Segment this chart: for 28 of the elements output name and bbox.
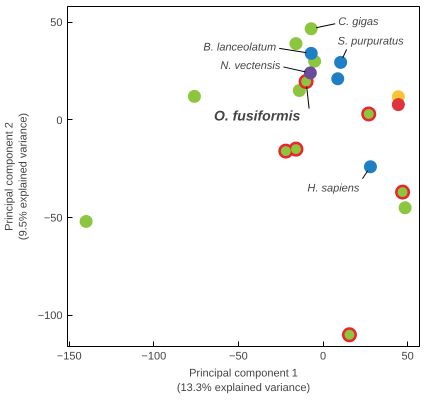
- annotation: O. fusiformis: [214, 108, 300, 124]
- point: [304, 22, 318, 36]
- x-tick-label: −50: [229, 350, 248, 362]
- point: [398, 201, 412, 214]
- annotation: S. purpuratus: [338, 35, 404, 48]
- y-axis-title: Principal component 2 (9.5% explained variance): [3, 112, 30, 240]
- point: [304, 66, 317, 80]
- annotation: B. lanceolatum: [203, 41, 276, 54]
- y-tick-label: 0: [56, 114, 63, 127]
- x-tick-label: 0: [320, 350, 326, 362]
- x-axis-title: Principal component 1 (13.3% explained variance): [176, 368, 310, 394]
- annotation: N. vectensis: [220, 60, 281, 72]
- point: [392, 98, 405, 112]
- point: [304, 46, 318, 60]
- y-tick-label: −50: [44, 212, 63, 225]
- point: [80, 214, 93, 228]
- annotation: H. sapiens: [307, 182, 360, 195]
- point: [289, 37, 302, 50]
- y-tick-label: −100: [38, 310, 63, 322]
- point: [334, 56, 348, 69]
- point: [364, 160, 377, 174]
- point: [188, 90, 201, 103]
- x-tick-label: −150: [56, 350, 82, 362]
- y-tick-label: 50: [50, 17, 63, 30]
- x-tick-label: −100: [141, 350, 166, 362]
- x-tick-label: 50: [402, 350, 414, 362]
- point: [331, 72, 344, 86]
- annotation: C. gigas: [338, 16, 380, 28]
